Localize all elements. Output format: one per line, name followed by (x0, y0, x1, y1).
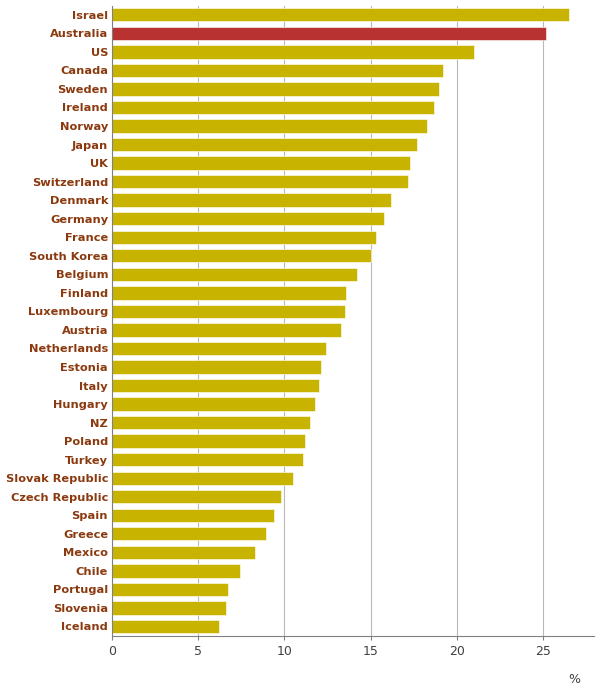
Bar (112, 83, 439, 96)
Bar (112, 342, 326, 355)
Bar (112, 527, 265, 540)
Bar (112, 120, 427, 133)
Bar (112, 64, 443, 77)
Bar (112, 249, 371, 262)
Bar (112, 175, 409, 188)
Bar (112, 323, 341, 337)
Bar (112, 472, 293, 485)
Bar (112, 435, 305, 448)
Bar (112, 267, 357, 281)
Bar (112, 101, 434, 114)
Bar (112, 138, 417, 151)
Bar (112, 27, 546, 40)
Bar (112, 193, 391, 206)
Bar (112, 304, 345, 318)
Bar (112, 601, 226, 615)
Bar (112, 509, 274, 522)
Bar (112, 582, 227, 596)
Bar (112, 360, 320, 374)
Bar (112, 564, 239, 578)
Bar (112, 416, 310, 429)
Bar (112, 8, 569, 22)
Bar (112, 398, 316, 411)
Bar (112, 490, 281, 503)
Bar (112, 453, 304, 466)
Bar (112, 230, 376, 244)
Bar (112, 620, 219, 633)
Bar (112, 379, 319, 392)
Bar (112, 286, 346, 300)
Bar (112, 212, 385, 225)
Bar (112, 46, 474, 59)
Bar (112, 156, 410, 170)
Text: %: % (569, 673, 581, 686)
Bar (112, 546, 255, 559)
